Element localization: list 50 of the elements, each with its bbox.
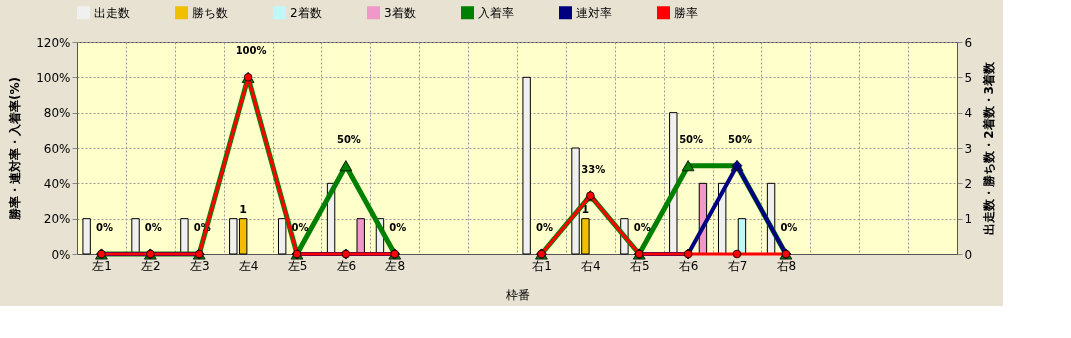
x-tick-label: 左3 [189, 258, 210, 273]
y2-tick-label: 1 [964, 212, 973, 227]
data-label: 0% [535, 222, 553, 233]
legend-label: 2着数 [290, 5, 322, 20]
x-tick-label: 左8 [385, 258, 406, 273]
y-tick-label: 60% [43, 141, 71, 156]
x-tick-label: 左5 [287, 258, 308, 273]
y-axis-title: 勝率・連対率・入着率(%) [8, 77, 23, 221]
legend-label: 勝ち数 [192, 5, 228, 20]
legend-label: 出走数 [94, 5, 130, 20]
y2-tick-label: 0 [964, 247, 973, 262]
y-tick-label: 20% [43, 212, 71, 227]
data-label: 0% [780, 222, 798, 233]
data-label: 50% [728, 133, 752, 145]
y2-tick-label: 6 [964, 35, 973, 50]
y-tick-label: 80% [43, 106, 71, 121]
data-label: 1 [239, 202, 247, 216]
y2-tick-label: 3 [964, 141, 973, 156]
y-tick-label: 40% [43, 176, 71, 191]
legend-label: 連対率 [576, 5, 612, 20]
y-tick-label: 120% [36, 35, 71, 50]
y2-tick-label: 4 [964, 106, 973, 121]
data-label: 50% [679, 133, 704, 145]
data-label: 0% [144, 222, 162, 233]
x-tick-label: 左2 [141, 258, 161, 273]
data-label: 33% [581, 163, 606, 175]
x-tick-label: 左6 [336, 258, 357, 273]
x-tick-label: 右8 [776, 258, 797, 273]
data-label: 0% [291, 222, 309, 233]
x-axis-title: 枠番 [504, 287, 530, 302]
x-tick-label: 左4 [238, 258, 259, 273]
data-label: 100% [235, 45, 267, 57]
x-tick-label: 右1 [532, 258, 552, 273]
x-tick-label: 右7 [727, 258, 748, 273]
y2-axis-title: 出走数・勝ち数・2着数・3着数 [982, 61, 997, 235]
x-tick-label: 右6 [678, 258, 699, 273]
data-label: 0% [389, 222, 407, 233]
data-label: 0% [633, 222, 651, 233]
legend-label: 入着率 [478, 5, 514, 20]
x-tick-label: 右4 [581, 258, 601, 273]
y2-tick-label: 2 [964, 176, 973, 191]
y-tick-label: 100% [36, 70, 71, 85]
y2-tick-label: 5 [964, 70, 973, 85]
legend-label: 勝率 [674, 5, 698, 20]
y-tick-label: 0% [51, 247, 71, 262]
data-label: 0% [95, 222, 113, 233]
legend-label: 3着数 [384, 5, 416, 20]
x-tick-label: 左1 [92, 258, 112, 273]
data-label: 50% [336, 133, 361, 145]
x-tick-label: 右5 [629, 258, 650, 273]
